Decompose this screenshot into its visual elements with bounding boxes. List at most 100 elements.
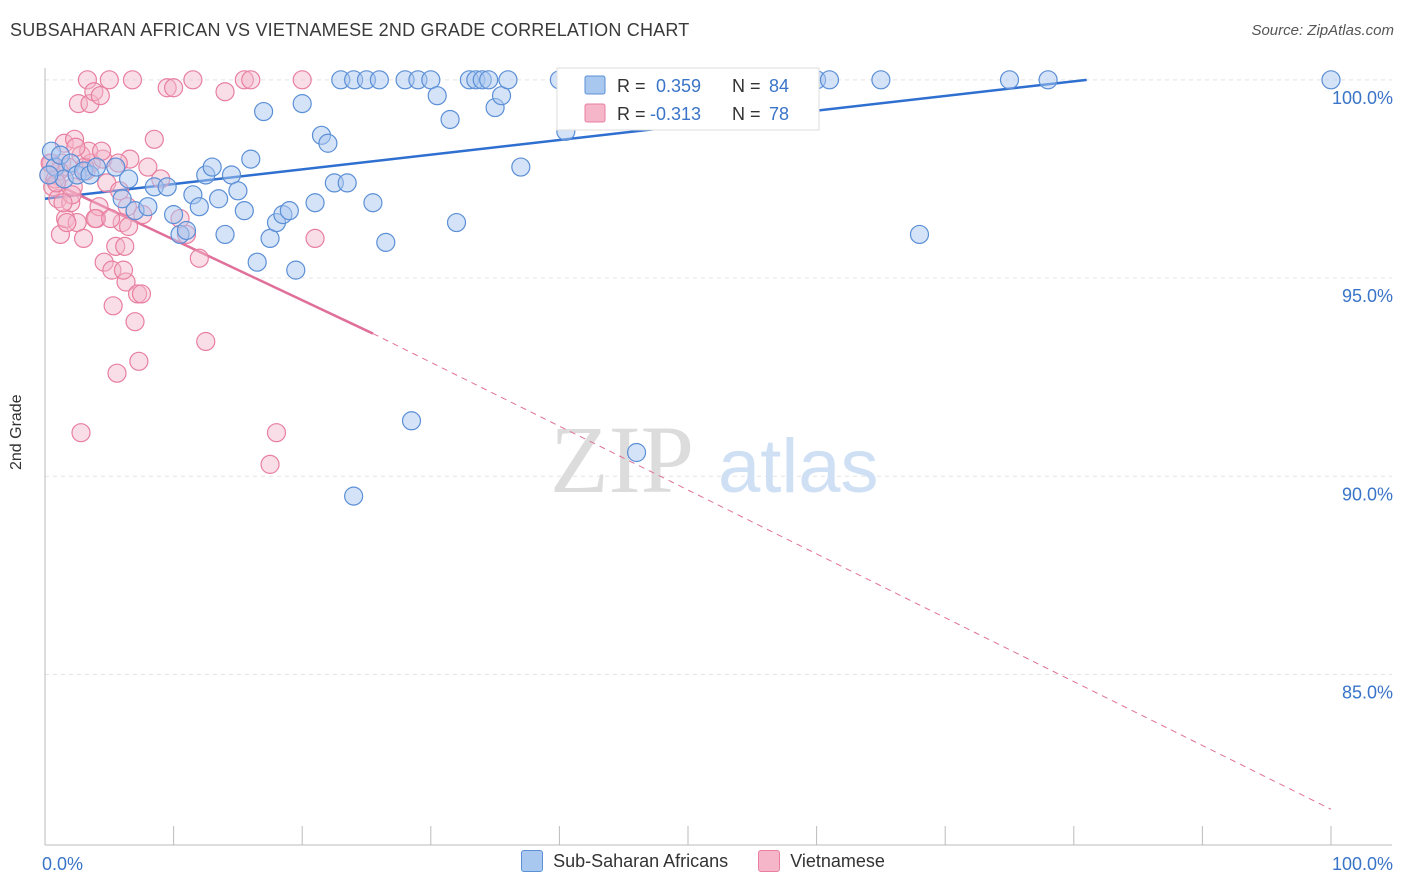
point-sub-saharan <box>241 149 261 169</box>
point-vietnamese <box>157 78 177 98</box>
point-vietnamese <box>215 82 235 102</box>
stats-blue-r-value: 0.359 <box>656 76 701 96</box>
point-sub-saharan <box>376 232 396 252</box>
legend: Sub-Saharan Africans Vietnamese <box>0 850 1406 872</box>
point-sub-saharan <box>292 94 312 114</box>
point-vietnamese <box>90 86 110 106</box>
point-sub-saharan <box>369 70 389 90</box>
stats-pink-swatch <box>584 103 606 123</box>
point-vietnamese <box>113 260 134 280</box>
axes <box>44 68 1392 846</box>
chart-title: SUBSAHARAN AFRICAN VS VIETNAMESE 2ND GRA… <box>10 20 690 40</box>
point-vietnamese <box>107 363 127 383</box>
point-sub-saharan <box>254 101 274 122</box>
stats-blue-r-label: R = <box>617 76 646 96</box>
trend-extension-vietnamese <box>372 333 1332 810</box>
point-vietnamese <box>73 228 94 249</box>
point-vietnamese <box>144 129 164 149</box>
point-sub-saharan <box>112 189 132 209</box>
y-tick-label: 85.0% <box>1342 683 1393 703</box>
point-vietnamese <box>138 157 158 177</box>
point-vietnamese <box>116 272 136 292</box>
point-sub-saharan <box>337 173 357 193</box>
point-sub-saharan <box>479 70 499 90</box>
point-sub-saharan <box>1321 70 1341 90</box>
legend-swatch-pink <box>758 850 781 872</box>
point-vietnamese <box>100 208 121 229</box>
point-sub-saharan <box>209 189 229 209</box>
point-sub-saharan <box>819 70 840 90</box>
point-sub-saharan <box>427 86 447 106</box>
point-vietnamese <box>260 454 280 474</box>
point-vietnamese <box>91 141 112 161</box>
point-sub-saharan <box>446 212 467 233</box>
point-sub-saharan <box>999 70 1020 90</box>
point-vietnamese <box>129 351 149 371</box>
point-sub-saharan <box>86 157 107 177</box>
point-sub-saharan <box>189 197 209 217</box>
point-vietnamese <box>266 423 287 443</box>
point-vietnamese <box>305 228 325 249</box>
point-vietnamese <box>292 70 312 90</box>
point-sub-saharan <box>909 224 930 245</box>
point-sub-saharan <box>39 165 59 185</box>
point-vietnamese <box>189 248 209 268</box>
point-vietnamese <box>234 70 254 90</box>
point-sub-saharan <box>626 442 647 463</box>
point-sub-saharan <box>202 157 222 177</box>
point-sub-saharan <box>305 193 325 213</box>
stats-pink-r-label: R = <box>617 104 646 124</box>
point-vietnamese <box>99 70 119 90</box>
watermark-atlas: atlas <box>718 424 879 509</box>
legend-label-sub-saharan: Sub-Saharan Africans <box>553 850 729 871</box>
legend-item-vietnamese[interactable]: Vietnamese <box>758 850 885 872</box>
stats-box: R = 0.359 N = 84 R = -0.313 N = 78 <box>556 67 820 131</box>
point-sub-saharan <box>498 70 518 90</box>
stats-pink-n-value: 78 <box>769 104 789 124</box>
point-vietnamese <box>68 94 89 114</box>
point-sub-saharan <box>228 181 248 201</box>
legend-swatch-blue <box>521 850 544 872</box>
point-vietnamese <box>103 296 123 316</box>
point-vietnamese <box>122 70 143 90</box>
point-sub-saharan <box>234 201 254 221</box>
legend-label-vietnamese: Vietnamese <box>790 850 885 871</box>
watermark-zip: ZIP <box>550 406 694 513</box>
point-sub-saharan <box>363 193 383 213</box>
legend-item-sub-saharan[interactable]: Sub-Saharan Africans <box>521 850 728 872</box>
point-vietnamese <box>183 70 203 90</box>
point-vietnamese <box>85 208 105 229</box>
stats-blue-n-label: N = <box>732 76 761 96</box>
stats-blue-n-value: 84 <box>769 76 789 96</box>
x-tick-label-min: 0.0% <box>42 854 83 874</box>
y-tick-label: 90.0% <box>1342 484 1393 504</box>
point-sub-saharan <box>440 109 460 130</box>
point-sub-saharan <box>511 157 531 177</box>
point-sub-saharan <box>286 260 306 280</box>
point-vietnamese <box>102 260 122 280</box>
point-vietnamese <box>61 193 81 213</box>
point-sub-saharan <box>176 220 197 241</box>
point-vietnamese <box>77 70 98 90</box>
stats-blue-swatch <box>584 75 606 95</box>
point-vietnamese <box>164 78 184 98</box>
point-vietnamese <box>196 331 216 352</box>
point-vietnamese <box>57 212 77 233</box>
point-vietnamese <box>115 236 135 256</box>
point-vietnamese <box>241 70 261 90</box>
gridlines <box>45 79 1392 676</box>
trend-line-vietnamese <box>44 177 374 335</box>
vietnamese-points <box>39 70 325 474</box>
stats-pink-n-label: N = <box>732 104 761 124</box>
point-sub-saharan <box>118 169 139 189</box>
point-vietnamese <box>131 284 152 304</box>
point-vietnamese <box>94 252 114 272</box>
point-sub-saharan <box>318 133 338 153</box>
point-vietnamese <box>71 423 91 443</box>
point-vietnamese <box>89 197 109 217</box>
point-vietnamese <box>80 94 100 114</box>
point-sub-saharan <box>157 177 177 197</box>
chart-source: Source: ZipAtlas.com <box>1251 22 1394 39</box>
y-tick-label: 100.0% <box>1332 88 1393 108</box>
